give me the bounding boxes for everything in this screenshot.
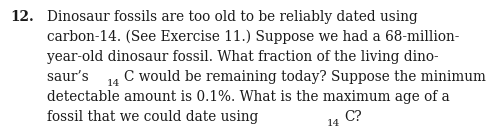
Text: year-old dinosaur fossil. What fraction of the living dino-: year-old dinosaur fossil. What fraction …	[47, 50, 438, 64]
Text: fossil that we could date using: fossil that we could date using	[47, 110, 263, 124]
Text: 14: 14	[327, 119, 341, 128]
Text: Dinosaur fossils are too old to be reliably dated using: Dinosaur fossils are too old to be relia…	[47, 10, 418, 24]
Text: 12.: 12.	[10, 10, 34, 24]
Text: C would be remaining today? Suppose the minimum: C would be remaining today? Suppose the …	[124, 70, 486, 84]
Text: detectable amount is 0.1%. What is the maximum age of a: detectable amount is 0.1%. What is the m…	[47, 90, 450, 104]
Text: C?: C?	[344, 110, 362, 124]
Text: carbon-14. (See Exercise 11.) Suppose we had a 68-million-: carbon-14. (See Exercise 11.) Suppose we…	[47, 30, 459, 44]
Text: 14: 14	[107, 79, 120, 88]
Text: saur’s: saur’s	[47, 70, 93, 84]
